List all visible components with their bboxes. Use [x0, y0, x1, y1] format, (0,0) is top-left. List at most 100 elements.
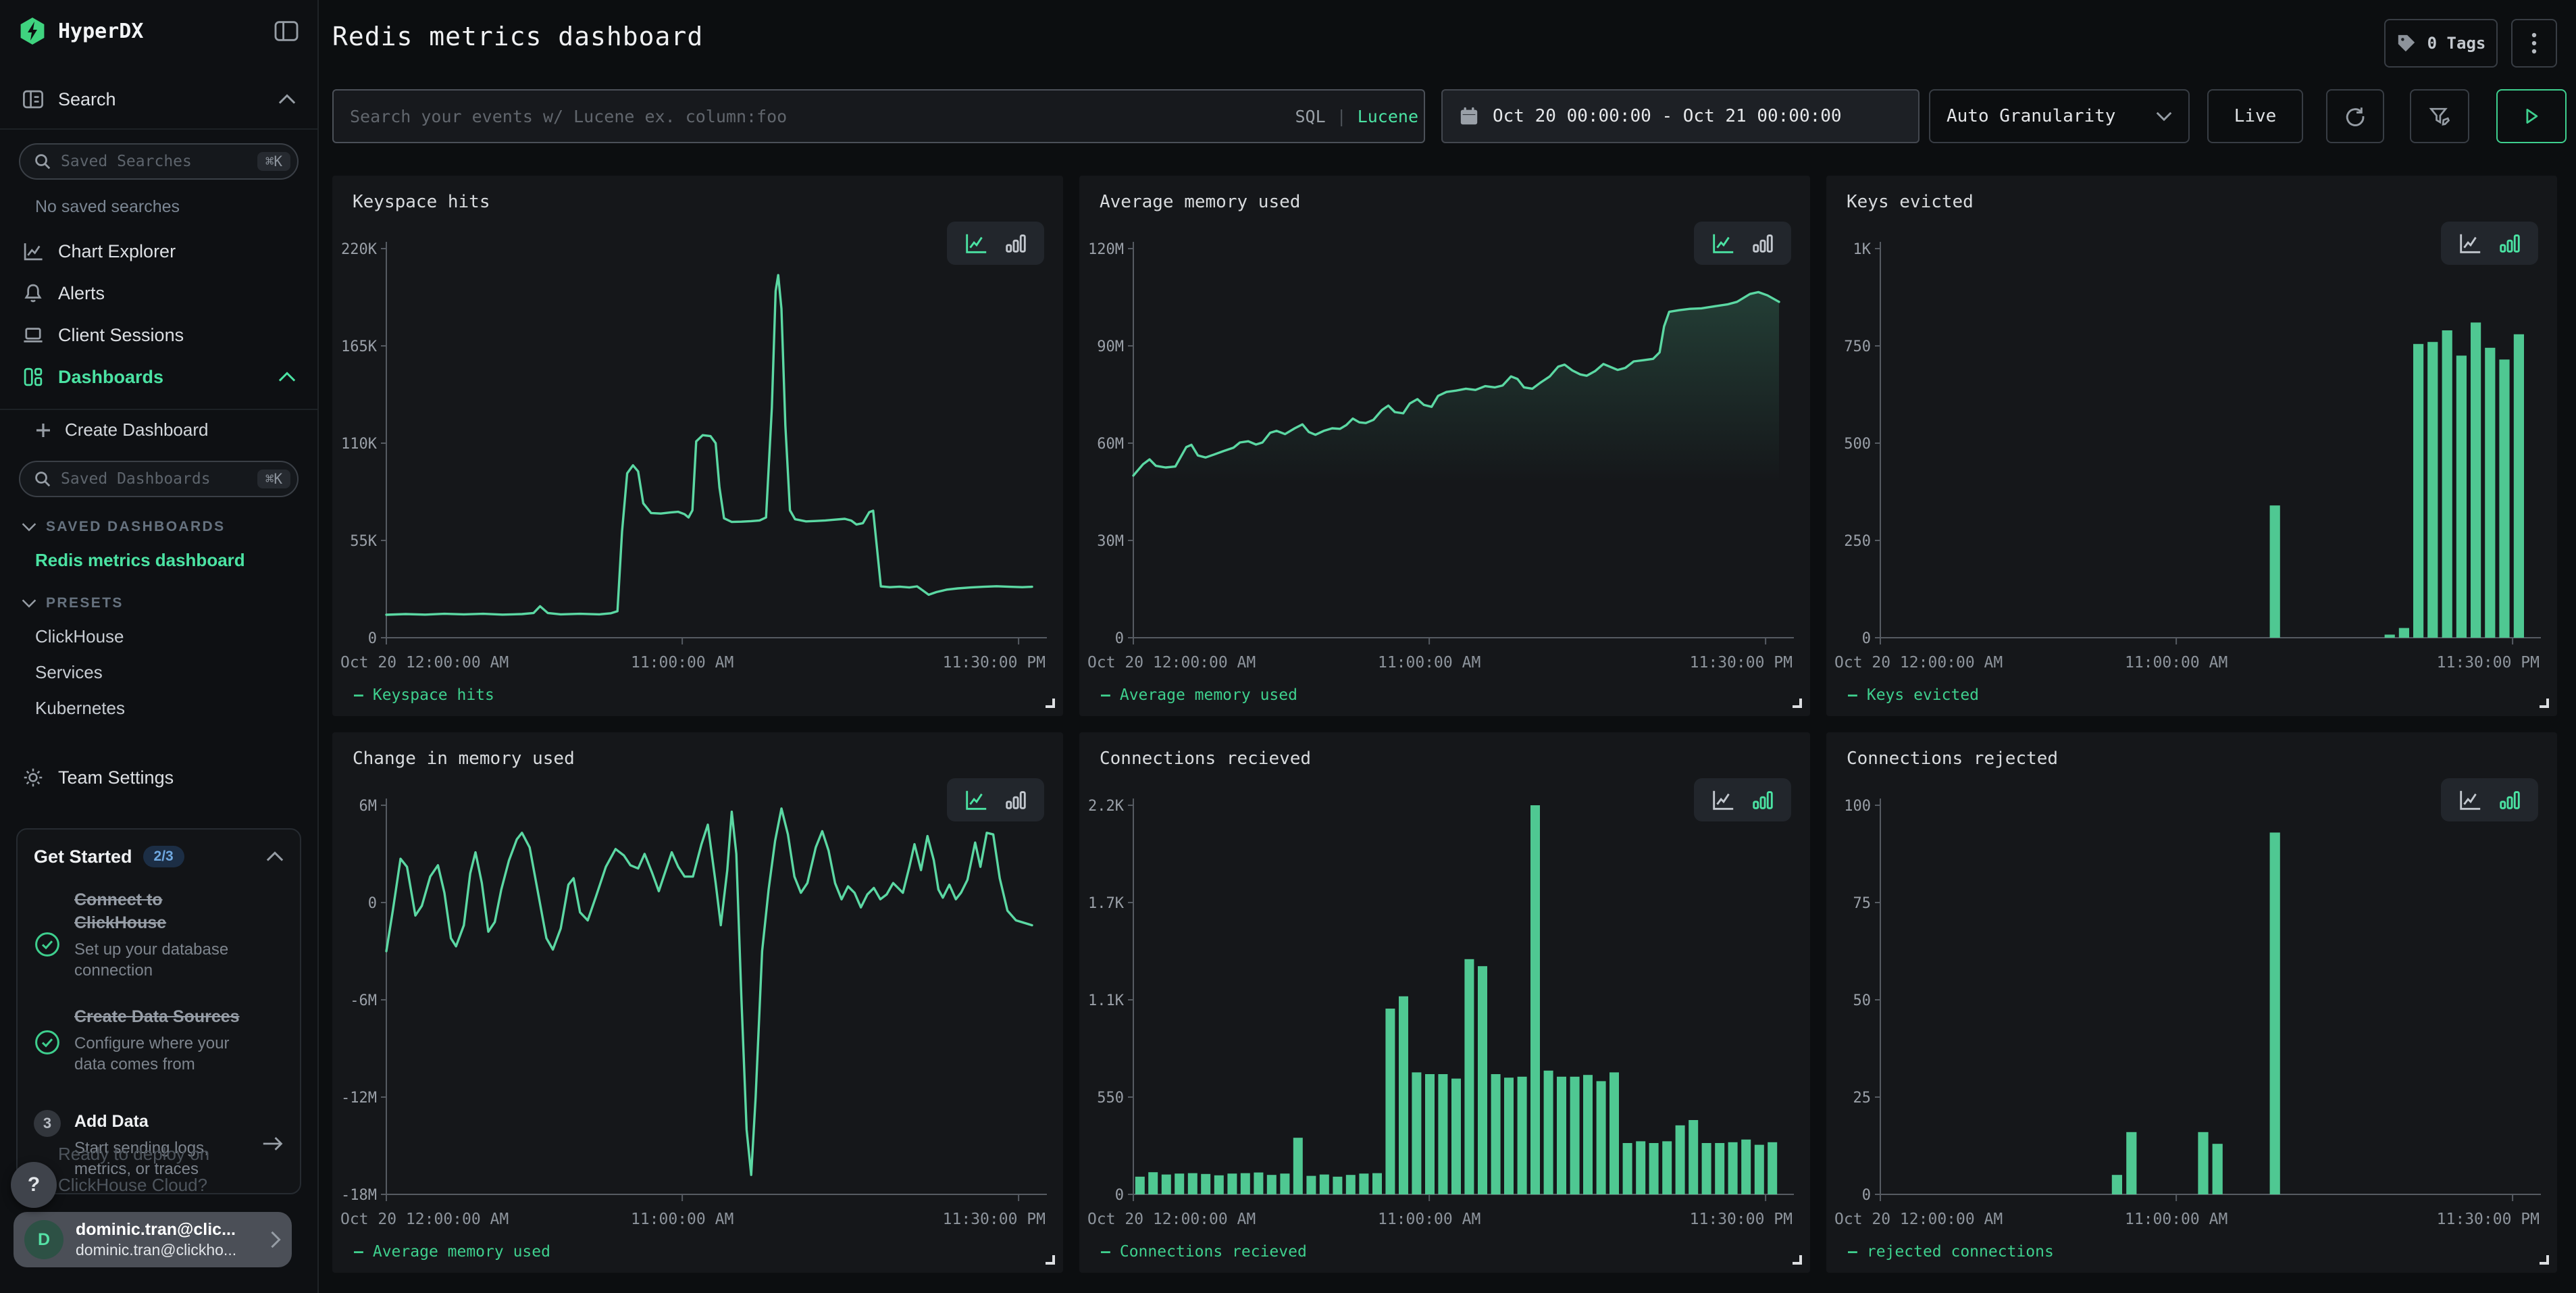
resize-handle[interactable]: [1793, 699, 1802, 708]
chart-legend-label: rejected connections: [1867, 1243, 2054, 1261]
sidebar-item-chart-explorer[interactable]: Chart Explorer: [0, 230, 317, 272]
chart-canvas[interactable]: 220K165K110K55K0Oct 20 12:00:00 AM11:00:…: [340, 235, 1055, 681]
svg-text:11:30:00 PM: 11:30:00 PM: [2437, 1211, 2540, 1228]
svg-text:60M: 60M: [1097, 436, 1124, 453]
preset-kubernetes[interactable]: Kubernetes: [35, 698, 317, 719]
calendar-icon: [1459, 106, 1479, 126]
svg-text:75: 75: [1853, 895, 1872, 912]
preset-clickhouse[interactable]: ClickHouse: [35, 626, 317, 647]
chart-type-toggle: [1694, 778, 1791, 821]
plus-icon: [35, 422, 51, 438]
step-desc: Set up your database connection: [74, 939, 234, 981]
saved-searches-input[interactable]: Saved Searches ⌘K: [19, 143, 299, 180]
create-dashboard-button[interactable]: Create Dashboard: [0, 410, 317, 450]
resize-handle[interactable]: [1046, 1255, 1055, 1265]
saved-searches-placeholder: Saved Searches: [61, 153, 248, 170]
chart-legend: —Keyspace hits: [354, 686, 494, 704]
user-menu[interactable]: D dominic.tran@clic... dominic.tran@clic…: [14, 1212, 292, 1267]
time-range-picker[interactable]: Oct 20 00:00:00 - Oct 21 00:00:00: [1441, 89, 1920, 143]
svg-text:Oct 20 12:00:00 AM: Oct 20 12:00:00 AM: [1087, 1211, 1256, 1228]
filter-pencil-icon: [2427, 104, 2452, 128]
clickhouse-cloud-promo-text: Ready to deploy on ClickHouse Cloud?: [58, 1138, 301, 1202]
sidebar-dashboard-redis-metrics[interactable]: Redis metrics dashboard: [35, 550, 317, 571]
chart-legend-label: Average memory used: [1120, 686, 1297, 704]
resize-handle[interactable]: [1046, 699, 1055, 708]
sidebar-item-search[interactable]: Search: [0, 78, 317, 120]
presets-section[interactable]: PRESETS: [22, 595, 317, 611]
line-chart-toggle-icon[interactable]: [962, 230, 989, 256]
svg-text:0: 0: [1862, 630, 1871, 647]
bar-chart-toggle-icon[interactable]: [1003, 787, 1029, 813]
collapse-sidebar-icon[interactable]: [274, 20, 299, 42]
sidebar-item-client-sessions[interactable]: Client Sessions: [0, 314, 317, 356]
kebab-menu-icon: [2531, 32, 2537, 54]
line-chart-toggle-icon[interactable]: [1709, 230, 1736, 256]
svg-text:11:30:00 PM: 11:30:00 PM: [943, 1211, 1046, 1228]
saved-dashboards-section[interactable]: SAVED DASHBOARDS: [22, 519, 317, 535]
sidebar-item-team-settings[interactable]: Team Settings: [0, 757, 317, 798]
sidebar-item-alerts[interactable]: Alerts: [0, 272, 317, 314]
svg-text:11:30:00 PM: 11:30:00 PM: [943, 654, 1046, 671]
chart-title: Keyspace hits: [353, 192, 490, 212]
svg-text:500: 500: [1844, 436, 1871, 453]
resize-handle[interactable]: [2540, 1255, 2549, 1265]
chart-type-toggle: [947, 222, 1044, 265]
line-chart-toggle-icon[interactable]: [2456, 230, 2483, 256]
live-button[interactable]: Live: [2207, 89, 2303, 143]
bar-chart-toggle-icon[interactable]: [1003, 230, 1029, 256]
chevron-up-icon[interactable]: [278, 372, 296, 382]
chart-type-toggle: [1694, 222, 1791, 265]
chart-legend: —Connections recieved: [1101, 1243, 1307, 1261]
chart-canvas-wrap: 1K7505002500Oct 20 12:00:00 AM11:00:00 A…: [1834, 235, 2549, 681]
lucene-toggle[interactable]: Lucene: [1358, 107, 1418, 126]
preset-services[interactable]: Services: [35, 662, 317, 683]
svg-text:Oct 20 12:00:00 AM: Oct 20 12:00:00 AM: [340, 1211, 509, 1228]
line-chart-toggle-icon[interactable]: [2456, 787, 2483, 813]
sidebar-item-dashboards[interactable]: Dashboards: [0, 356, 317, 398]
run-query-button[interactable]: [2496, 89, 2567, 143]
granularity-select[interactable]: Auto Granularity: [1929, 89, 2190, 143]
step-desc: Configure where your data comes from: [74, 1033, 247, 1075]
line-chart-toggle-icon[interactable]: [1709, 787, 1736, 813]
sidebar-item-label: Dashboards: [58, 367, 265, 388]
chart-canvas[interactable]: 1007550250Oct 20 12:00:00 AM11:00:00 AM1…: [1834, 792, 2549, 1238]
get-started-step-data-sources[interactable]: Create Data Sources Configure where your…: [34, 1003, 284, 1075]
progress-badge: 2/3: [143, 846, 184, 867]
sql-toggle[interactable]: SQL: [1295, 107, 1325, 126]
get-started-card: Get Started 2/3 Connect to ClickHouse Se…: [16, 828, 301, 1194]
svg-text:11:00:00 AM: 11:00:00 AM: [1378, 654, 1480, 671]
chart-canvas[interactable]: 2.2K1.7K1.1K5500Oct 20 12:00:00 AM11:00:…: [1087, 792, 1802, 1238]
chart-title: Connections recieved: [1100, 749, 1311, 769]
saved-dashboards-input[interactable]: Saved Dashboards ⌘K: [19, 461, 299, 497]
refresh-icon: [2344, 105, 2367, 128]
bar-chart-toggle-icon[interactable]: [1750, 230, 1776, 256]
search-input[interactable]: [332, 89, 1425, 143]
bar-chart-toggle-icon[interactable]: [2497, 230, 2523, 256]
chart-canvas[interactable]: 120M90M60M30M0Oct 20 12:00:00 AM11:00:00…: [1087, 235, 1802, 681]
shortcut-badge: ⌘K: [257, 470, 290, 488]
svg-text:11:30:00 PM: 11:30:00 PM: [1690, 654, 1793, 671]
get-started-step-connect[interactable]: Connect to ClickHouse Set up your databa…: [34, 889, 284, 981]
svg-text:-12M: -12M: [341, 1090, 377, 1107]
chart-canvas[interactable]: 1K7505002500Oct 20 12:00:00 AM11:00:00 A…: [1834, 235, 2549, 681]
chart-canvas[interactable]: 6M0-6M-12M-18MOct 20 12:00:00 AM11:00:00…: [340, 792, 1055, 1238]
bell-icon: [22, 282, 45, 305]
sidebar-item-label: Team Settings: [58, 767, 296, 788]
chevron-up-icon[interactable]: [278, 94, 296, 105]
chart-panel-keyspace-hits: Keyspace hits 220K165K110K55K0Oct 20 12:…: [332, 176, 1063, 716]
svg-text:11:00:00 AM: 11:00:00 AM: [2125, 654, 2227, 671]
bar-chart-toggle-icon[interactable]: [1750, 787, 1776, 813]
help-button[interactable]: ?: [11, 1162, 57, 1208]
refresh-button[interactable]: [2326, 89, 2384, 143]
tags-button[interactable]: 0 Tags: [2384, 19, 2498, 68]
chart-legend-label: Average memory used: [373, 1243, 550, 1261]
step-title: Create Data Sources: [74, 1007, 240, 1026]
svg-text:165K: 165K: [341, 338, 378, 355]
chevron-up-icon[interactable]: [266, 851, 284, 862]
dashboard-menu-button[interactable]: [2511, 19, 2557, 68]
resize-handle[interactable]: [1793, 1255, 1802, 1265]
filter-edit-button[interactable]: [2410, 89, 2469, 143]
bar-chart-toggle-icon[interactable]: [2497, 787, 2523, 813]
resize-handle[interactable]: [2540, 699, 2549, 708]
line-chart-toggle-icon[interactable]: [962, 787, 989, 813]
